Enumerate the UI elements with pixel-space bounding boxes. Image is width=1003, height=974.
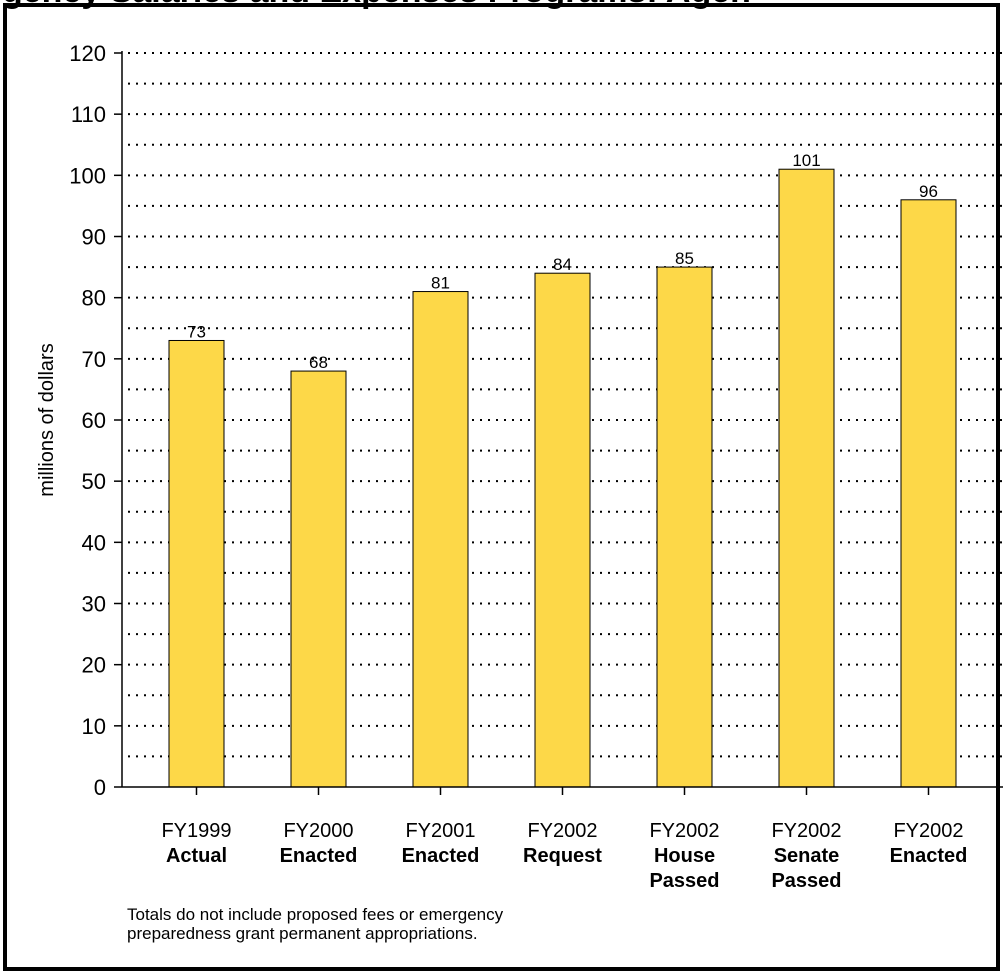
x-tick-label: FY2002 [893, 820, 963, 842]
data-label: 101 [792, 151, 820, 170]
y-tick-label: 80 [82, 286, 106, 311]
x-tick-label: FY1999 [161, 820, 231, 842]
x-tick-label: Enacted [280, 845, 358, 867]
x-tick-label: Actual [166, 845, 227, 867]
y-tick-label: 60 [82, 408, 106, 433]
data-label: 68 [309, 353, 328, 372]
x-tick-label: FY2002 [527, 820, 597, 842]
x-tick-label: Enacted [402, 845, 480, 867]
footnote-line-2: preparedness grant permanent appropriati… [127, 924, 478, 943]
bar [290, 370, 347, 788]
y-tick-label: 0 [94, 775, 106, 800]
y-tick-label: 10 [82, 714, 106, 739]
y-tick-label: 40 [82, 530, 106, 555]
x-tick-label: FY2002 [649, 820, 719, 842]
footnote-line-1: Totals do not include proposed fees or e… [127, 905, 504, 924]
x-tick-label: Senate [774, 845, 840, 867]
y-tick-label: 50 [82, 469, 106, 494]
data-label: 85 [675, 249, 694, 268]
data-label: 81 [431, 274, 450, 293]
y-tick-label: 100 [69, 163, 106, 188]
y-tick-label: 110 [71, 102, 106, 127]
x-tick-label: FY2000 [283, 820, 353, 842]
y-tick-label: 120 [69, 41, 106, 66]
y-axis-title: millions of dollars [36, 343, 58, 496]
footnote: Totals do not include proposed fees or e… [127, 905, 503, 943]
x-tick-label: Passed [771, 870, 841, 892]
bar [412, 291, 469, 788]
bar [534, 272, 591, 788]
x-tick-label: FY2001 [405, 820, 475, 842]
y-tick-label: 70 [82, 347, 106, 372]
bar [168, 339, 225, 788]
y-tick-label: 90 [82, 225, 106, 250]
x-tick-label: FY2002 [771, 820, 841, 842]
bar [778, 168, 835, 788]
x-tick-label: Passed [649, 870, 719, 892]
bar [656, 266, 713, 788]
data-label: 96 [919, 182, 938, 201]
data-label: 73 [187, 322, 206, 341]
x-tick-label: House [654, 845, 715, 867]
data-label: 84 [553, 255, 572, 274]
bar [900, 199, 957, 788]
y-tick-label: 20 [82, 653, 106, 678]
x-tick-label: Enacted [890, 845, 968, 867]
x-tick-label: Request [523, 845, 602, 867]
chart-border [3, 3, 1000, 971]
y-tick-label: 30 [82, 592, 106, 617]
